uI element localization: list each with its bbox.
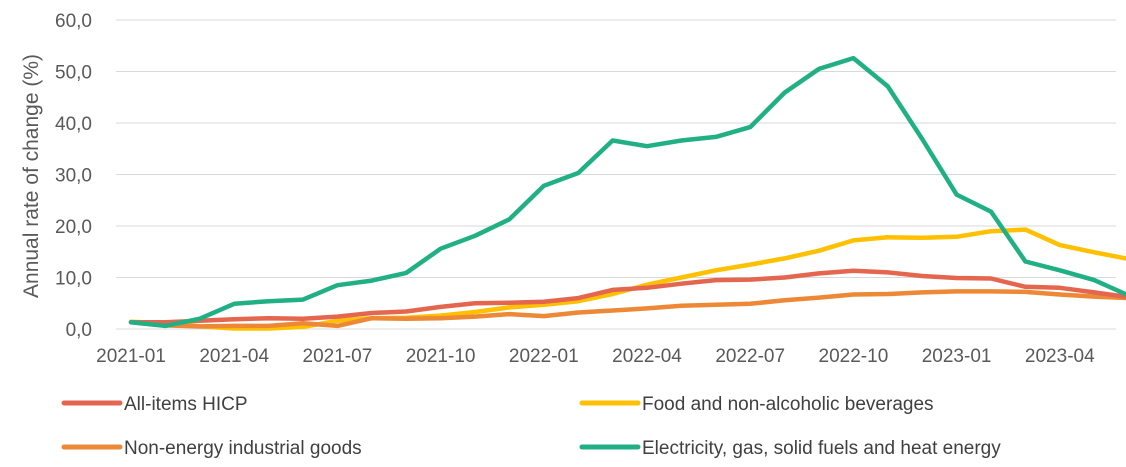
x-tick-label: 2021-04 <box>199 346 269 367</box>
legend-label: Electricity, gas, solid fuels and heat e… <box>642 438 1001 459</box>
x-tick-label: 2021-01 <box>96 346 166 367</box>
x-tick-label: 2022-01 <box>509 346 579 367</box>
y-tick-label: 30,0 <box>55 166 92 187</box>
legend-label: Non-energy industrial goods <box>124 438 362 459</box>
series-lines <box>128 55 1126 331</box>
x-tick-label: 2023-04 <box>1025 346 1095 367</box>
series-line-3 <box>128 289 1126 329</box>
y-tick-label: 20,0 <box>55 217 92 238</box>
series-line-1 <box>128 268 1126 325</box>
legend: All-items HICP Food and non-alcoholic bev… <box>61 394 1001 459</box>
y-tick-labels: 0,0 10,0 20,0 30,0 40,0 50,0 60,0 <box>55 11 92 341</box>
y-tick-label: 10,0 <box>55 269 92 290</box>
legend-label: All-items HICP <box>124 394 248 415</box>
x-tick-label: 2021-10 <box>406 346 476 367</box>
y-tick-label: 40,0 <box>55 114 92 135</box>
x-tick-labels: 2021-01 2021-04 2021-07 2021-10 2022-01 2022-… <box>96 346 1095 367</box>
legend-label: Food and non-alcoholic beverages <box>642 394 934 415</box>
x-tick-label: 2021-07 <box>303 346 373 367</box>
gridlines <box>116 19 1116 330</box>
y-tick-label: 0,0 <box>66 320 92 341</box>
y-tick-label: 60,0 <box>55 11 92 32</box>
y-tick-label: 50,0 <box>55 63 92 84</box>
x-tick-label: 2022-04 <box>612 346 682 367</box>
x-tick-label: 2023-01 <box>922 346 992 367</box>
series-line-4 <box>128 55 1126 329</box>
y-axis-title: Annual rate of change (%) <box>20 54 43 298</box>
x-tick-label: 2022-10 <box>819 346 889 367</box>
x-tick-label: 2022-07 <box>715 346 785 367</box>
